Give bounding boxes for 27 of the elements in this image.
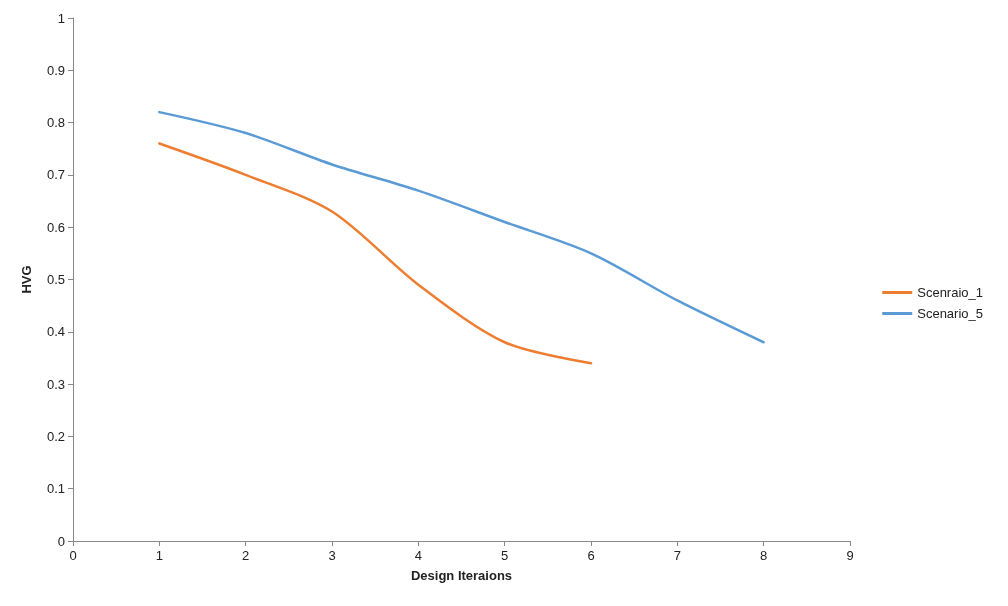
y-tick-label: 0.2 xyxy=(46,428,65,444)
legend-label: Scenraio_1 xyxy=(917,285,984,300)
x-tick-label: 5 xyxy=(501,548,509,563)
x-tick-label: 6 xyxy=(587,548,595,563)
x-tick-label: 2 xyxy=(242,548,250,563)
y-tick-label: 1 xyxy=(57,10,65,26)
y-tick-label: 0.6 xyxy=(46,219,65,235)
y-tick-label: 0.3 xyxy=(46,376,65,392)
line-series xyxy=(158,142,593,365)
line-series xyxy=(158,110,765,344)
x-tick-label: 8 xyxy=(760,548,768,563)
y-tick-label: 0.4 xyxy=(46,324,65,340)
x-tick-label: 9 xyxy=(846,548,854,563)
y-tick-label: 0.9 xyxy=(46,62,65,78)
legend-label: Scenario_5 xyxy=(917,306,984,321)
y-tick-label: 0.8 xyxy=(46,115,65,131)
y-tick-label: 0.7 xyxy=(46,167,65,183)
x-tick-label: 4 xyxy=(414,548,422,563)
y-tick-label: 0 xyxy=(57,533,65,549)
x-axis-title: Design Iteraions xyxy=(410,568,513,583)
y-tick-label: 0.1 xyxy=(46,481,65,497)
x-tick-label: 0 xyxy=(69,548,77,563)
x-tick-label: 1 xyxy=(155,548,163,563)
x-tick-label: 7 xyxy=(673,548,681,563)
y-axis-title: HVG xyxy=(19,265,34,294)
x-tick-label: 3 xyxy=(328,548,336,563)
y-tick-label: 0.5 xyxy=(46,272,65,287)
